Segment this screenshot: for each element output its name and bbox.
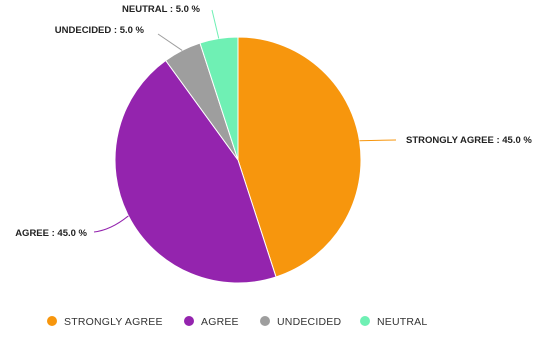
legend-swatch-strongly-agree — [47, 316, 57, 326]
leader-lines — [93, 9, 397, 233]
legend-swatch-neutral — [360, 316, 370, 326]
leader-line-neutral — [211, 9, 220, 39]
data-label-neutral: NEUTRAL : 5.0 % — [122, 4, 201, 15]
pie-slices — [114, 36, 362, 284]
data-label-agree: AGREE : 45.0 % — [15, 228, 87, 239]
legend-label-agree: AGREE — [201, 316, 239, 328]
data-label-strongly-agree: STRONGLY AGREE : 45.0 % — [406, 135, 532, 146]
data-label-undecided: UNDECIDED : 5.0 % — [55, 25, 145, 36]
pie-slice-neutral — [199, 36, 239, 161]
legend-swatch-agree — [184, 316, 194, 326]
legend-label-neutral: NEUTRAL — [377, 316, 427, 328]
legend-label-strongly-agree: STRONGLY AGREE — [64, 316, 163, 328]
leader-line-agree — [93, 215, 129, 233]
pie-slice-strongly-agree — [237, 36, 362, 278]
leader-line-undecided — [157, 33, 183, 51]
legend-label-undecided: UNDECIDED — [277, 316, 341, 328]
leader-line-strongly-agree — [359, 139, 397, 142]
legend: STRONGLY AGREE AGREE UNDECIDED NEUTRAL — [47, 316, 427, 328]
legend-swatch-undecided — [260, 316, 270, 326]
data-labels: STRONGLY AGREE : 45.0 % AGREE : 45.0 % UND… — [15, 4, 532, 239]
